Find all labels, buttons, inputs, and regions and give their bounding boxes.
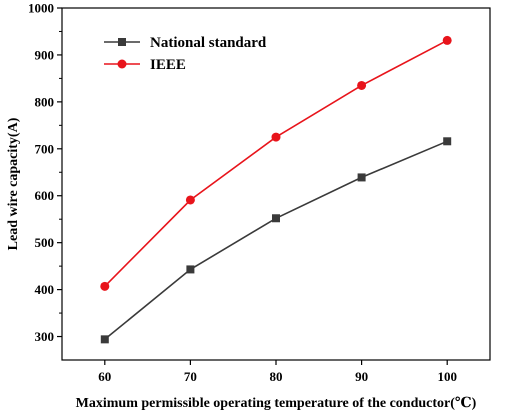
data-point-circle <box>357 80 367 90</box>
legend-label-2: IEEE <box>150 57 186 73</box>
data-point-square <box>186 265 195 274</box>
x-tick-label: 100 <box>437 369 457 384</box>
legend-marker-circle <box>117 59 127 69</box>
y-axis-title: Lead wire capacity(A) <box>6 117 21 250</box>
series-layer <box>100 35 452 344</box>
data-point-circle <box>185 195 195 205</box>
data-point-square <box>272 214 280 223</box>
axis-ticks: 300 400 500 600 700 800 900 1000 60 70 80 90 100 <box>28 1 457 385</box>
y-tick-label: 1000 <box>28 1 54 16</box>
y-tick-label: 700 <box>35 141 55 156</box>
x-tick-label: 60 <box>98 369 111 384</box>
y-tick-label: 500 <box>35 235 55 250</box>
y-tick-label: 400 <box>35 282 55 297</box>
x-axis-title: Maximum permissible operating temperatur… <box>76 396 477 411</box>
legend-marker-square <box>118 38 126 46</box>
x-tick-label: 80 <box>270 369 283 384</box>
data-point-square <box>357 173 366 182</box>
x-tick-label: 90 <box>355 369 368 384</box>
data-point-square <box>100 335 109 344</box>
legend: National standard IEEE <box>104 35 267 73</box>
data-point-square <box>443 137 452 146</box>
x-tick-label: 70 <box>184 369 197 384</box>
plot-frame <box>61 7 491 361</box>
data-point-circle <box>271 132 281 142</box>
y-tick-label: 300 <box>35 329 55 344</box>
data-point-circle <box>442 35 452 45</box>
data-point-circle <box>100 281 110 291</box>
y-tick-label: 900 <box>35 47 55 62</box>
legend-label-1: National standard <box>150 35 267 51</box>
y-tick-label: 600 <box>35 188 55 203</box>
y-tick-label: 800 <box>35 94 55 109</box>
